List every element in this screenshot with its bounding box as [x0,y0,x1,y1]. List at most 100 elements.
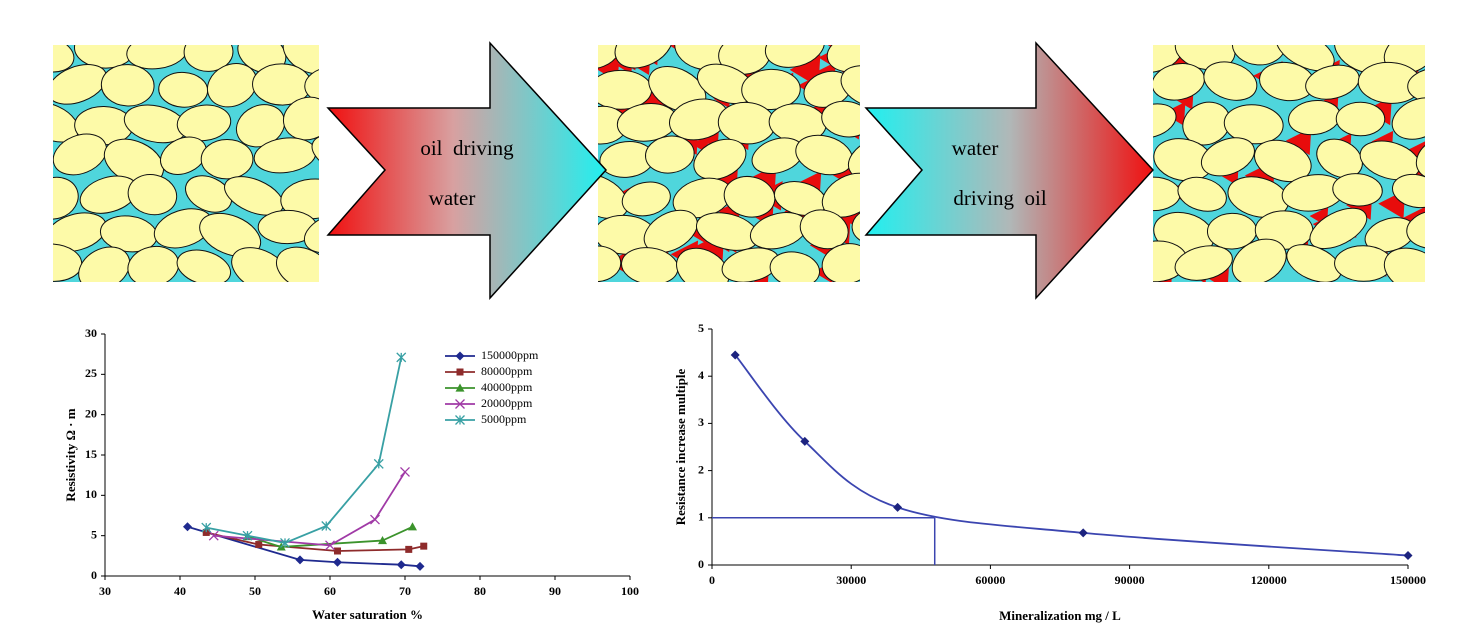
pore-oil [1285,128,1312,156]
legend-marker [456,368,464,376]
legend-label: 150000ppm [481,348,539,362]
marker [208,530,219,541]
grain [1406,209,1425,250]
legend-marker [455,351,465,361]
x-tick-label: 120000 [1251,573,1287,587]
grain [851,206,860,246]
grain [185,175,233,213]
y-tick-label: 0 [91,568,97,582]
legend-label: 80000ppm [481,364,533,378]
marker [373,458,384,469]
grain [200,138,254,180]
y-axis-title: Resistivity Ω · m [63,408,78,501]
grain [276,246,319,282]
x-tick-label: 50 [249,584,261,598]
series-line [206,357,403,544]
pore-image [598,45,860,282]
grain [676,247,730,282]
grain [53,133,108,176]
marker [800,436,810,446]
x-tick-label: 70 [399,584,411,598]
pore-image [53,45,319,282]
grain [282,96,319,141]
grain [53,45,75,73]
grain [280,178,319,220]
grain [1200,137,1255,177]
arrow-label: water [952,136,999,160]
grain [821,243,860,282]
marker [280,537,290,548]
grain [78,246,131,282]
grain [199,212,262,257]
grain [598,45,622,70]
grain [1286,244,1342,282]
y-tick-label: 30 [85,326,97,340]
grain [1309,207,1368,250]
grain [127,174,178,216]
grain [769,251,821,282]
y-tick-label: 0 [698,557,704,571]
grain [643,209,698,253]
x-tick-label: 60000 [975,573,1005,587]
grain [821,172,860,218]
marker [420,542,428,550]
grain [621,181,671,217]
marker [1078,528,1088,538]
series-line [734,354,1409,557]
grain [723,175,776,218]
y-tick-label: 15 [85,447,97,461]
marker [201,522,212,533]
legend-label: 20000ppm [481,396,533,410]
y-axis-title: Resistance increase multiple [673,369,688,526]
grain [693,138,747,180]
x-tick-label: 30 [99,584,111,598]
marker [396,352,407,363]
x-axis-title: Mineralization mg / L [999,608,1121,623]
grain [176,104,232,142]
grain [741,68,801,111]
x-tick-label: 60 [324,584,336,598]
y-tick-label: 1 [698,510,704,524]
grain [303,212,319,254]
marker [378,536,387,545]
grain [598,245,622,282]
marker [333,557,342,567]
grain [100,64,155,107]
marker [183,522,192,532]
grain [1335,101,1386,137]
x-tick-label: 150000 [1390,573,1426,587]
grain [176,249,232,282]
grain [1332,173,1383,207]
grain [1174,45,1236,71]
y-tick-label: 4 [698,368,704,382]
marker [730,350,740,360]
grain [304,66,319,104]
marker [202,528,210,536]
marker [396,560,406,570]
grain [1177,176,1227,212]
arrow [864,41,1155,300]
grain [207,63,258,108]
marker [1403,551,1413,561]
grain [1231,238,1287,282]
arrow-label: water [429,186,476,210]
marker [415,561,425,571]
chart: 0 30000 60000 90000 120000 150000 0 1 2 3 4 5 Minera… [673,321,1426,623]
marker [242,530,253,541]
x-tick-label: 90 [549,584,561,598]
marker [893,502,903,512]
grain [1203,61,1258,101]
x-tick-label: 0 [709,573,715,587]
arrow-label: oil driving [420,136,514,160]
grain [799,209,849,250]
grain [53,176,79,220]
marker [295,555,305,565]
grain [1174,245,1233,281]
y-tick-label: 5 [91,527,97,541]
marker [370,514,380,525]
marker [325,540,335,551]
grain [840,65,860,109]
arrow [326,41,608,300]
x-tick-label: 90000 [1115,573,1145,587]
